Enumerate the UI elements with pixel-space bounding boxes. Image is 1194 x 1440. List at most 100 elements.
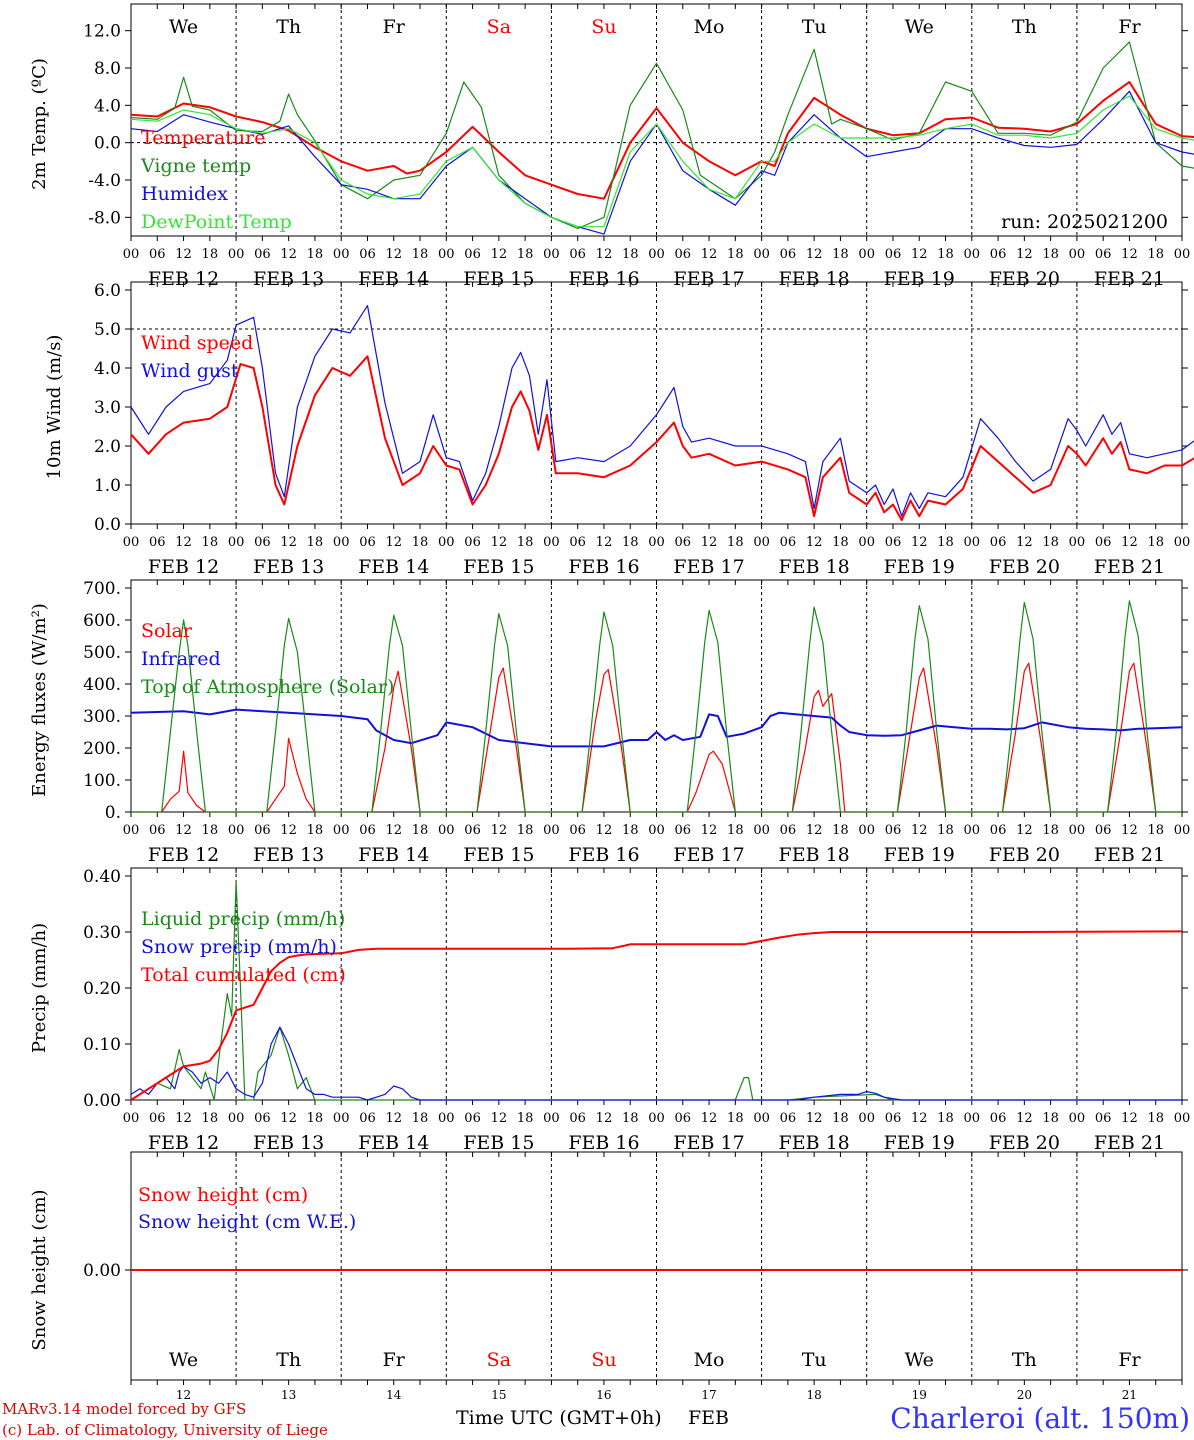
hour-tick-label: 18: [1147, 535, 1164, 550]
y-tick-label: 200.: [83, 739, 121, 759]
y-axis-label: 2m Temp. (ºC): [29, 58, 50, 190]
time-axis-label: Time UTC (GMT+0h): [456, 1407, 662, 1429]
date-label: FEB 19: [884, 1132, 955, 1154]
hour-tick-label: 18: [622, 247, 639, 262]
date-label: FEB 13: [253, 268, 324, 290]
hour-tick-label: 00: [228, 1111, 245, 1126]
hour-tick-label: 12: [491, 1111, 508, 1126]
hour-tick-label: 18: [307, 823, 324, 838]
hour-tick-label: 18: [517, 535, 534, 550]
legend-entry: Humidex: [141, 183, 228, 205]
panel-precip: 0.00 0.10 0.20 0.30 0.40 Precip (mm/h) Liquid …: [29, 867, 1190, 1154]
hour-tick-label: 18: [1042, 535, 1059, 550]
hour-tick-label: 06: [675, 247, 692, 262]
hour-tick-label: 00: [123, 823, 140, 838]
legend-entry: Wind gust: [141, 360, 239, 382]
hour-tick-label: 12: [806, 1111, 823, 1126]
hour-tick-label: 00: [753, 247, 770, 262]
hour-tick-label: 12: [385, 823, 402, 838]
hour-tick-label: 00: [123, 535, 140, 550]
date-label: FEB 19: [884, 844, 955, 866]
y-tick-label: -8.0: [88, 208, 121, 228]
hour-tick-label: 18: [517, 1111, 534, 1126]
hour-tick-label: 06: [359, 535, 376, 550]
y-tick-label: 100.: [83, 771, 121, 791]
hour-tick-label: 00: [228, 823, 245, 838]
y-tick-label: 12.0: [83, 22, 121, 42]
y-tick-label: 0.00: [83, 1261, 121, 1281]
date-label: FEB 17: [673, 556, 744, 578]
hour-tick-label: 12: [280, 247, 297, 262]
model-credit-line-2: (c) Lab. of Climatology, University of L…: [2, 1421, 328, 1439]
hour-tick-label: 00: [123, 1111, 140, 1126]
y-tick-label: 2.0: [94, 437, 121, 457]
hour-tick-label: 18: [517, 247, 534, 262]
hour-tick-label: 06: [675, 1111, 692, 1126]
hour-tick-label: 00: [1069, 823, 1086, 838]
hour-tick-label: 00: [438, 535, 455, 550]
y-tick-label: 4.0: [94, 96, 121, 116]
y-tick-label: 4.0: [94, 359, 121, 379]
y-tick-label: 5.0: [94, 320, 121, 340]
hour-tick-label: 12: [1016, 247, 1033, 262]
weekday-label: Sa: [487, 1349, 511, 1371]
hour-tick-label: 12: [806, 535, 823, 550]
weekday-label: Th: [276, 1349, 301, 1371]
hour-tick-label: 00: [1174, 823, 1191, 838]
hour-tick-label: 12: [701, 1111, 718, 1126]
date-label: FEB 16: [568, 844, 639, 866]
date-label: FEB 14: [358, 1132, 429, 1154]
date-label: FEB 20: [989, 1132, 1060, 1154]
panel-snow: 0.00 Snow height (cm) Snow height (cm) Snow…: [29, 1151, 1188, 1402]
hour-tick-label: 00: [543, 823, 560, 838]
date-label: FEB 15: [463, 556, 534, 578]
day-number-label: 14: [386, 1388, 402, 1402]
hour-tick-label: 18: [1147, 1111, 1164, 1126]
date-label: FEB 21: [1094, 556, 1165, 578]
series-line-vigne-temp: [130, 41, 1194, 230]
hour-tick-label: 06: [569, 535, 586, 550]
hour-tick-label: 18: [622, 1111, 639, 1126]
date-label: FEB 14: [358, 556, 429, 578]
legend-entry: Snow height (cm W.E.): [138, 1211, 356, 1233]
y-tick-label: 0.00: [83, 1091, 121, 1111]
y-tick-label: 700.: [83, 579, 121, 599]
legend-entry: Snow precip (mm/h): [141, 936, 337, 958]
weekday-label: Su: [591, 16, 616, 38]
hour-tick-label: 00: [228, 247, 245, 262]
weekday-label: Tu: [802, 1349, 827, 1371]
hour-tick-label: 18: [202, 535, 219, 550]
hour-tick-label: 00: [753, 823, 770, 838]
weekday-label: Tu: [802, 16, 827, 38]
date-label: FEB 17: [673, 1132, 744, 1154]
hour-tick-label: 12: [806, 823, 823, 838]
panel-wind: 0.0 1.0 2.0 3.0 4.0 5.0 6.0 10m Wind (m/s) Wind …: [44, 281, 1194, 578]
hour-tick-label: 18: [937, 1111, 954, 1126]
hour-tick-label: 06: [254, 247, 271, 262]
date-label: FEB 13: [253, 556, 324, 578]
legend-entry: Solar: [141, 620, 193, 642]
hour-tick-label: 06: [254, 823, 271, 838]
series-line-dewpoint-temp: [130, 95, 1194, 228]
hour-tick-label: 00: [543, 535, 560, 550]
series-line-wind-speed: [130, 355, 1194, 522]
date-label: FEB 12: [148, 1132, 219, 1154]
hour-tick-label: 12: [385, 1111, 402, 1126]
y-axis-label: Snow height (cm): [29, 1189, 50, 1350]
y-axis-label: Energy fluxes (W/m²): [29, 603, 50, 797]
hour-tick-label: 12: [596, 247, 613, 262]
hour-tick-label: 00: [964, 823, 981, 838]
date-label: FEB 20: [989, 268, 1060, 290]
panel-energy: 0. 100. 200. 300. 400. 500. 600. 700. Energy flu…: [29, 579, 1190, 866]
hour-tick-label: 18: [832, 823, 849, 838]
y-tick-label: 6.0: [94, 281, 121, 301]
hour-tick-label: 12: [1121, 247, 1138, 262]
hour-tick-label: 12: [280, 1111, 297, 1126]
hour-tick-label: 12: [806, 247, 823, 262]
date-label: FEB 12: [148, 556, 219, 578]
hour-tick-label: 18: [727, 535, 744, 550]
hour-tick-label: 12: [175, 535, 192, 550]
weekday-label: Th: [1012, 1349, 1037, 1371]
month-label: FEB: [688, 1407, 729, 1429]
day-number-label: 12: [176, 1388, 191, 1402]
